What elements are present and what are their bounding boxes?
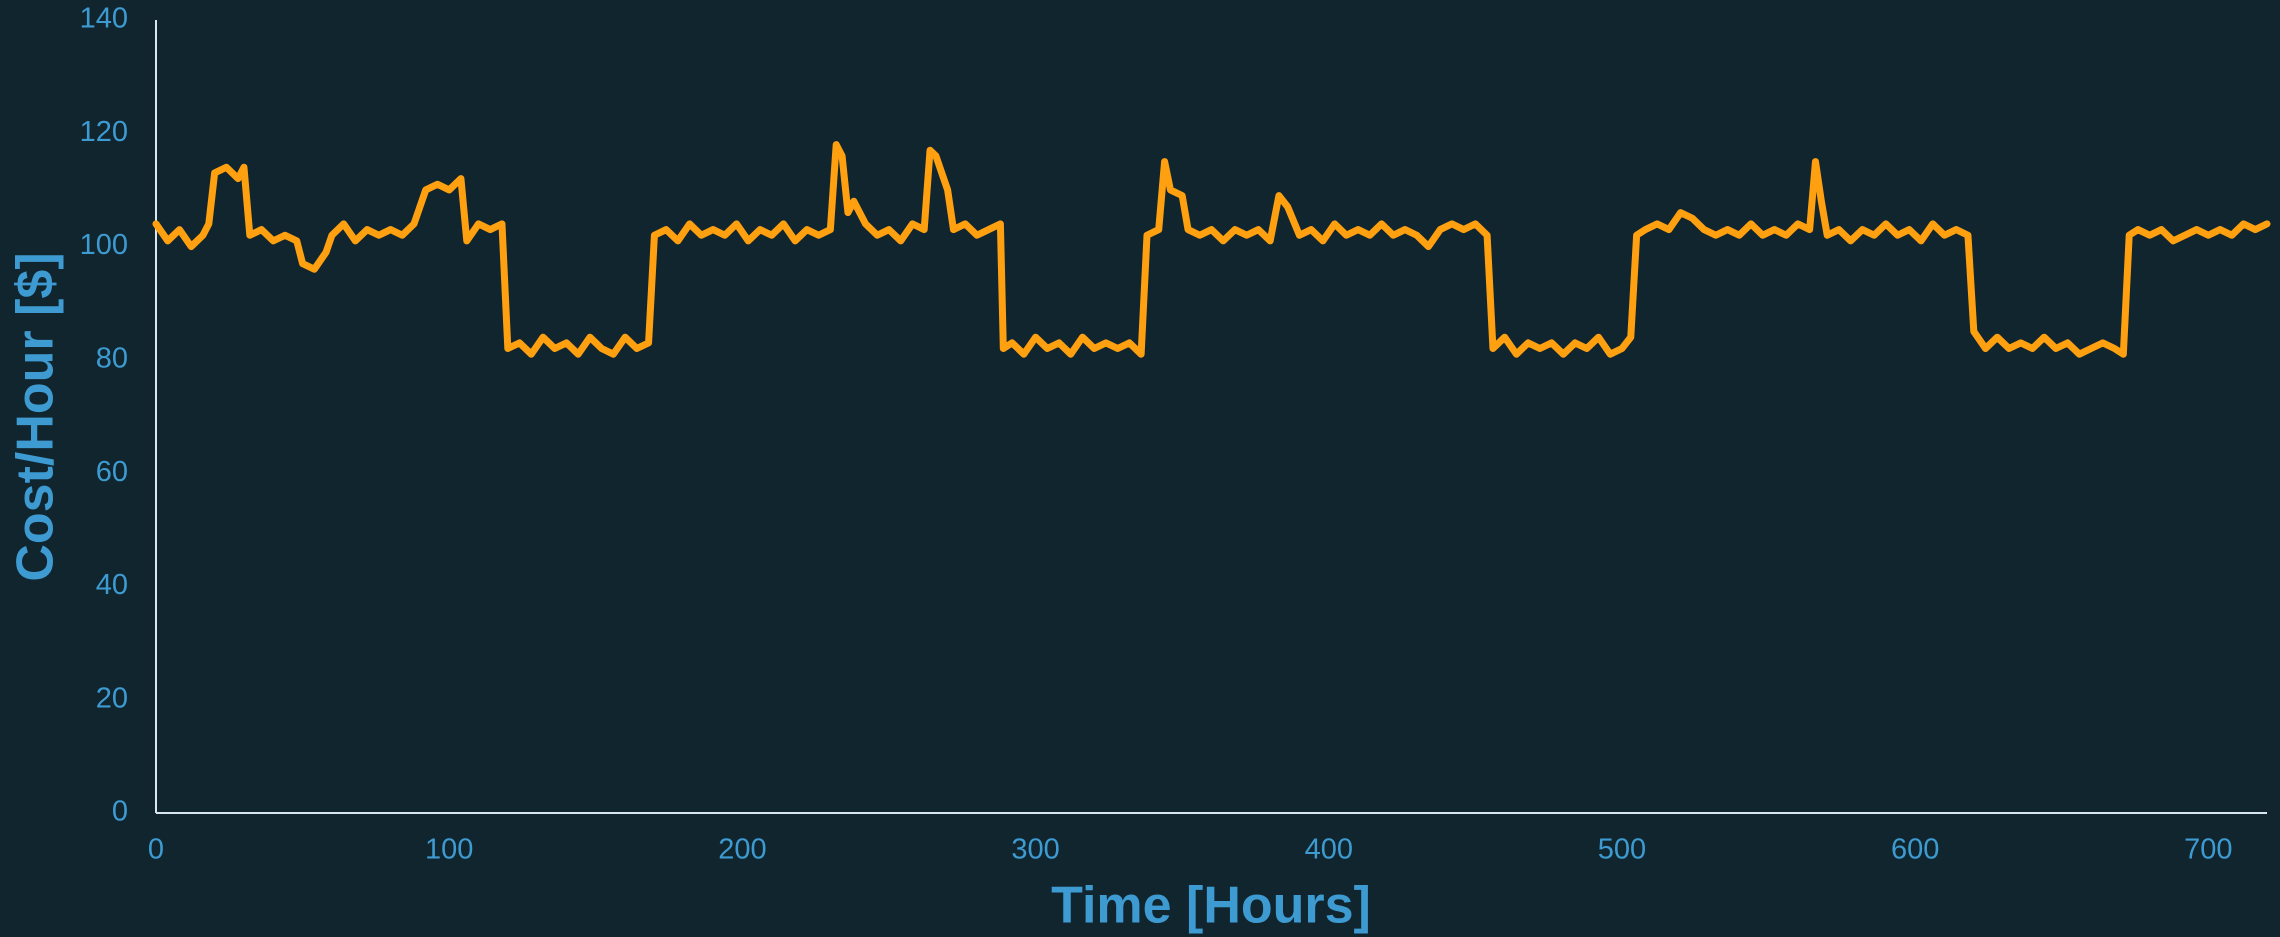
x-tick-label: 500: [1598, 834, 1646, 866]
data-line: [152, 141, 2271, 358]
x-axis-title: Time [Hours]: [1051, 877, 1371, 935]
y-tick-label: 0: [112, 796, 128, 828]
x-tick-label: 400: [1305, 834, 1353, 866]
y-tick-label: 80: [96, 343, 128, 375]
y-tick-label: 20: [96, 682, 128, 714]
y-tick-label: 120: [80, 116, 128, 148]
y-tick-label: 60: [96, 456, 128, 488]
x-tick-label: 300: [1011, 834, 1059, 866]
x-tick-label: 0: [148, 834, 164, 866]
y-tick-label: 140: [80, 3, 128, 35]
x-tick-label: 600: [1891, 834, 1939, 866]
x-tick-label: 100: [425, 834, 473, 866]
y-axis-title: Cost/Hour [$]: [7, 252, 65, 581]
x-tick-label: 200: [718, 834, 766, 866]
y-tick-label: 100: [80, 229, 128, 261]
x-tick-label: 700: [2184, 834, 2232, 866]
y-tick-label: 40: [96, 569, 128, 601]
